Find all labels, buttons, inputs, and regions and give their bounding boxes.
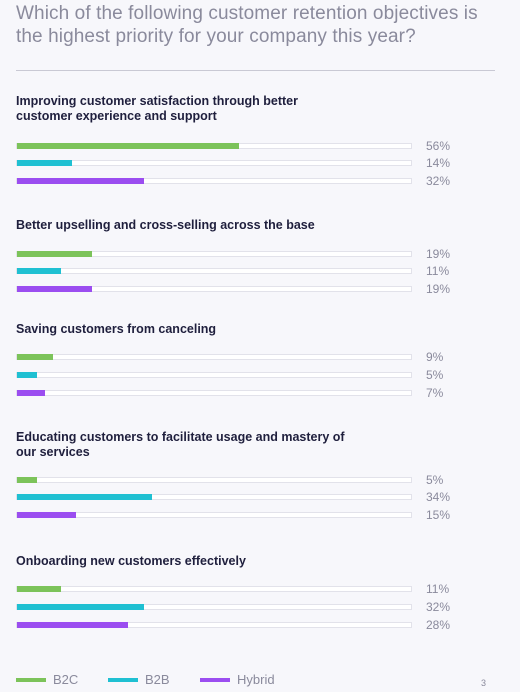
bar-track-b2b xyxy=(16,268,412,274)
bar-hybrid xyxy=(17,390,45,396)
value-label-b2c: 5% xyxy=(426,473,444,487)
bar-track-b2c xyxy=(16,143,412,149)
bar-track-b2b xyxy=(16,494,412,500)
legend-swatch-b2b xyxy=(108,678,138,682)
bar-track-hybrid xyxy=(16,512,412,518)
value-label-hybrid: 19% xyxy=(426,282,451,296)
value-label-b2b: 5% xyxy=(426,368,444,382)
legend-label-b2b: B2B xyxy=(145,672,170,687)
question-label: Better upselling and cross-selling acros… xyxy=(16,218,315,232)
bar-track-b2c xyxy=(16,477,412,483)
value-label-hybrid: 28% xyxy=(426,618,451,632)
chart-title: Which of the following customer retentio… xyxy=(16,3,478,47)
bar-b2b xyxy=(17,160,72,166)
bar-track-hybrid xyxy=(16,178,412,184)
bar-hybrid xyxy=(17,286,92,292)
question-label: Improving customer satisfaction through … xyxy=(16,94,298,123)
question-label: Onboarding new customers effectively xyxy=(16,554,246,568)
value-label-b2c: 19% xyxy=(426,247,451,261)
bar-track-b2b xyxy=(16,160,412,166)
bar-track-b2c xyxy=(16,586,412,592)
legend-label-hybrid: Hybrid xyxy=(237,672,275,687)
legend-swatch-hybrid xyxy=(200,678,230,682)
value-label-b2c: 9% xyxy=(426,350,444,364)
question-label: Saving customers from canceling xyxy=(16,322,217,336)
legend-label-b2c: B2C xyxy=(53,672,79,687)
bar-b2b xyxy=(17,494,152,500)
value-label-hybrid: 7% xyxy=(426,386,444,400)
value-label-b2c: 11% xyxy=(426,582,450,596)
value-label-b2b: 34% xyxy=(426,490,451,504)
bar-b2c xyxy=(17,354,53,360)
title-divider xyxy=(16,70,495,71)
page-number: 3 xyxy=(481,678,487,688)
bar-b2c xyxy=(17,251,92,257)
value-label-b2b: 11% xyxy=(426,264,450,278)
bar-hybrid xyxy=(17,512,76,518)
bar-b2c xyxy=(17,477,37,483)
bar-b2c xyxy=(17,586,61,592)
question-label: Educating customers to facilitate usage … xyxy=(16,430,345,459)
value-label-hybrid: 32% xyxy=(426,174,451,188)
bar-hybrid xyxy=(17,178,144,184)
value-label-b2b: 32% xyxy=(426,600,451,614)
bar-track-hybrid xyxy=(16,622,412,628)
value-label-b2b: 14% xyxy=(426,156,451,170)
bar-hybrid xyxy=(17,622,128,628)
bar-track-b2c xyxy=(16,354,412,360)
bar-track-b2c xyxy=(16,251,412,257)
bar-b2b xyxy=(17,372,37,378)
value-label-hybrid: 15% xyxy=(426,508,451,522)
bar-track-b2b xyxy=(16,372,412,378)
value-label-b2c: 56% xyxy=(426,139,451,153)
bar-b2b xyxy=(17,268,61,274)
bar-b2c xyxy=(17,143,239,149)
bar-b2b xyxy=(17,604,144,610)
bar-track-b2b xyxy=(16,604,412,610)
legend-swatch-b2c xyxy=(16,678,46,682)
bar-track-hybrid xyxy=(16,286,412,292)
bar-track-hybrid xyxy=(16,390,412,396)
